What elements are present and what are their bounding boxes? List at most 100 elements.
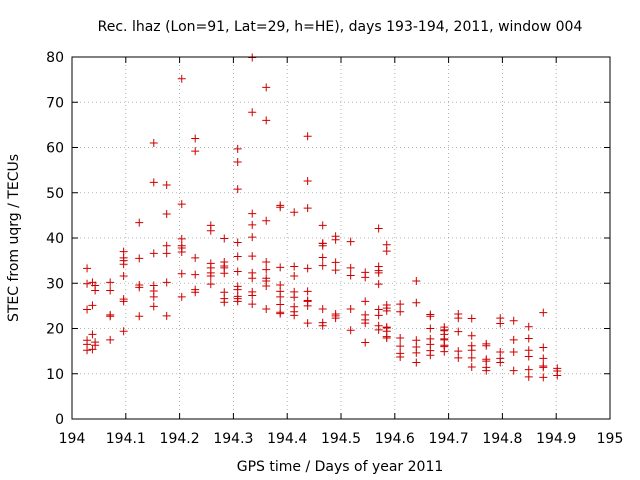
data-point: [382, 332, 391, 341]
data-point: [233, 267, 242, 276]
data-point: [539, 308, 548, 317]
data-point: [374, 268, 383, 277]
data-point: [262, 265, 271, 274]
data-point: [539, 363, 548, 372]
data-point: [553, 371, 562, 380]
data-point: [149, 249, 158, 258]
data-point: [412, 276, 421, 285]
data-point: [318, 221, 327, 230]
y-tick-label: 10: [46, 367, 64, 383]
data-point: [454, 327, 463, 336]
x-tick-label: 194.7: [429, 431, 469, 447]
data-point: [162, 278, 171, 287]
axis-ticks: [71, 56, 611, 420]
data-point: [303, 176, 312, 185]
data-point: [191, 147, 200, 156]
data-point: [524, 334, 533, 343]
data-point: [276, 203, 285, 212]
data-point: [412, 336, 421, 345]
data-point: [220, 269, 229, 278]
data-point: [426, 312, 435, 321]
y-tick-label: 20: [46, 322, 64, 338]
data-point: [177, 269, 186, 278]
data-points: [83, 53, 562, 382]
grid-lines: [72, 57, 610, 419]
data-point: [361, 297, 370, 306]
data-point: [509, 335, 518, 344]
data-point: [361, 273, 370, 282]
data-point: [83, 264, 92, 273]
data-point: [290, 262, 299, 271]
data-point: [374, 311, 383, 320]
x-tick-label: 194.3: [213, 431, 253, 447]
data-point: [454, 347, 463, 356]
data-point: [524, 322, 533, 331]
data-point: [412, 358, 421, 367]
data-point: [318, 261, 327, 270]
data-point: [539, 354, 548, 363]
data-point: [119, 297, 128, 306]
data-point: [509, 366, 518, 375]
data-point: [303, 132, 312, 141]
data-point: [361, 319, 370, 328]
data-point: [318, 305, 327, 314]
y-tick-labels: 0 10 20 30 40 50 60 70 80: [46, 50, 64, 428]
data-point: [346, 326, 355, 335]
data-point: [467, 346, 476, 355]
data-point: [382, 323, 391, 332]
data-point: [135, 254, 144, 263]
x-tick-label: 194.2: [160, 431, 200, 447]
chart-title: Rec. lhaz (Lon=91, Lat=29, h=HE), days 1…: [98, 19, 583, 35]
data-point: [318, 253, 327, 262]
data-point: [177, 234, 186, 243]
x-tick-label: 194: [59, 431, 86, 447]
data-point: [482, 363, 491, 372]
data-point: [262, 216, 271, 225]
data-point: [331, 258, 340, 267]
data-point: [149, 302, 158, 311]
data-point: [106, 278, 115, 287]
x-tick-label: 194.4: [267, 431, 307, 447]
data-point: [177, 74, 186, 83]
data-point: [162, 181, 171, 190]
data-point: [162, 241, 171, 250]
data-point: [303, 264, 312, 273]
data-point: [509, 348, 518, 357]
data-point: [233, 185, 242, 194]
data-point: [412, 298, 421, 307]
data-point: [374, 325, 383, 334]
data-point: [220, 262, 229, 271]
data-point: [467, 353, 476, 362]
x-tick-label: 194.8: [482, 431, 522, 447]
data-point: [177, 292, 186, 301]
data-point: [382, 304, 391, 313]
data-point: [346, 237, 355, 246]
data-point: [331, 314, 340, 323]
data-point: [88, 345, 97, 354]
data-point: [262, 305, 271, 314]
data-point: [83, 340, 92, 349]
data-point: [91, 341, 100, 350]
data-point: [524, 346, 533, 355]
x-tick-label: 194.6: [375, 431, 415, 447]
data-point: [220, 298, 229, 307]
data-point: [454, 353, 463, 362]
data-point: [303, 287, 312, 296]
data-point: [496, 358, 505, 367]
data-point: [206, 226, 215, 235]
data-point: [318, 239, 327, 248]
data-point: [106, 286, 115, 295]
data-point: [233, 238, 242, 247]
x-tick-label: 195: [597, 431, 624, 447]
data-point: [318, 321, 327, 330]
data-point: [106, 335, 115, 344]
data-point: [290, 293, 299, 302]
data-point: [276, 300, 285, 309]
data-point: [91, 286, 100, 295]
x-tick-label: 194.1: [106, 431, 146, 447]
data-point: [440, 341, 449, 350]
data-point: [276, 309, 285, 318]
data-point: [191, 253, 200, 262]
data-point: [119, 272, 128, 281]
data-point: [162, 249, 171, 258]
